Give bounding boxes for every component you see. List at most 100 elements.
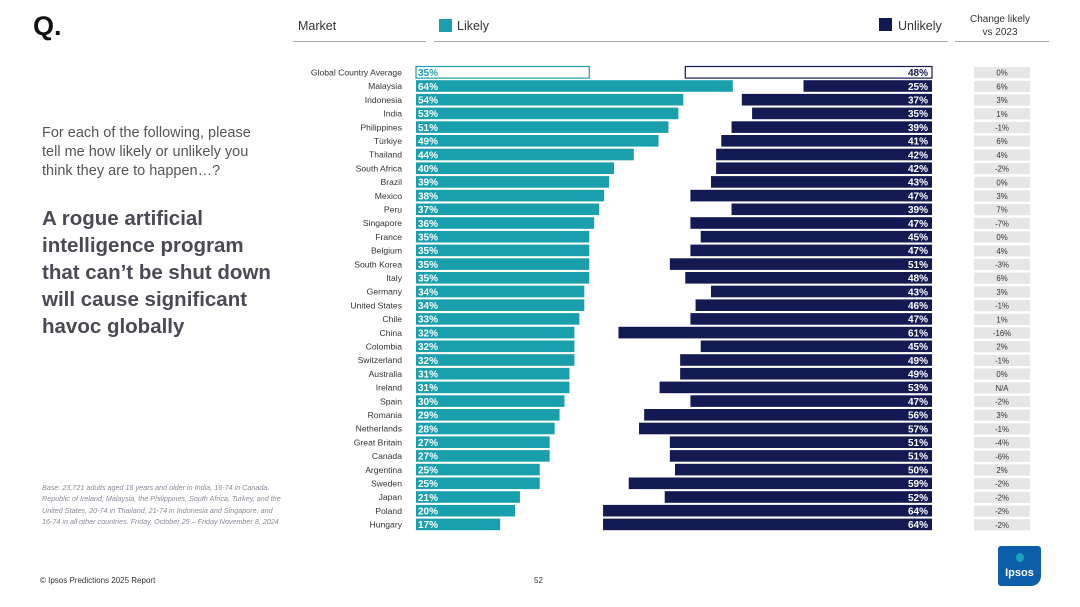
change-cell	[974, 108, 1030, 120]
likely-value-label: 64%	[418, 82, 438, 93]
market-label: Indonesia	[365, 95, 402, 105]
market-label: Colombia	[366, 342, 403, 352]
market-label: Chile	[382, 314, 402, 324]
change-cell	[974, 313, 1030, 325]
likely-value-label: 44%	[418, 150, 438, 161]
market-label: Sweden	[371, 479, 402, 489]
change-value-label: 4%	[996, 151, 1007, 160]
likely-value-label: 37%	[418, 205, 438, 216]
unlikely-bar	[731, 203, 932, 216]
likely-bar	[416, 230, 590, 243]
unlikely-bar	[690, 189, 932, 202]
unlikely-value-label: 46%	[908, 301, 928, 312]
change-cell	[974, 491, 1030, 503]
legend-header-line	[434, 41, 948, 42]
market-label: Argentina	[365, 465, 402, 475]
market-label: Ireland	[376, 383, 402, 393]
unlikely-bar	[659, 381, 932, 394]
change-cell	[974, 190, 1030, 202]
likely-bar	[416, 107, 679, 120]
likely-bar	[416, 135, 659, 147]
footer-copyright: © Ipsos Predictions 2025 Report	[40, 576, 156, 585]
change-cell	[974, 519, 1030, 531]
unlikely-value-label: 56%	[908, 411, 928, 422]
change-value-label: -2%	[995, 521, 1009, 530]
likely-value-label: 20%	[418, 507, 438, 518]
change-cell	[974, 382, 1030, 394]
market-label: Singapore	[363, 218, 402, 228]
likely-bar	[416, 176, 610, 188]
question-text: For each of the following, please tell m…	[42, 125, 251, 179]
unlikely-value-label: 59%	[908, 479, 928, 490]
unlikely-value-label: 42%	[908, 164, 928, 175]
likely-value-label: 34%	[418, 301, 438, 312]
change-value-label: -2%	[995, 398, 1009, 407]
unlikely-bar	[690, 313, 932, 325]
change-cell	[974, 395, 1030, 408]
change-value-label: -16%	[993, 329, 1011, 338]
market-label: United States	[350, 300, 402, 310]
unlikely-bar	[669, 436, 932, 448]
change-value-label: 0%	[996, 233, 1007, 242]
market-label: Japan	[379, 492, 403, 502]
likely-bar	[416, 299, 585, 311]
unlikely-bar	[803, 80, 932, 92]
unlikely-bar	[675, 463, 932, 476]
unlikely-value-label: 52%	[908, 493, 928, 504]
likely-value-label: 33%	[418, 315, 438, 326]
change-cell	[974, 217, 1030, 229]
base-note: Base: 23,721 adults aged 18 years and ol…	[42, 483, 281, 526]
market-label: Netherlands	[356, 424, 402, 434]
likely-bar	[415, 65, 590, 79]
market-label: Türkiye	[374, 136, 402, 146]
change-cell	[974, 286, 1030, 298]
likely-value-label: 27%	[418, 452, 438, 463]
unlikely-value-label: 51%	[908, 438, 928, 449]
unlikely-value-label: 48%	[908, 274, 928, 285]
change-value-label: 1%	[996, 315, 1007, 324]
likely-bar	[416, 367, 570, 380]
unlikely-value-label: 39%	[908, 123, 928, 134]
unlikely-value-label: 47%	[908, 246, 928, 257]
unlikely-bar	[721, 135, 932, 147]
market-label: South Africa	[356, 163, 403, 173]
page-number: 52	[534, 576, 543, 585]
likely-bar	[416, 258, 590, 270]
likely-value-label: 35%	[418, 246, 438, 257]
likely-bar	[416, 409, 560, 421]
unlikely-value-label: 39%	[908, 205, 928, 216]
change-value-label: -6%	[995, 452, 1009, 461]
change-value-label: 3%	[996, 96, 1007, 105]
market-label: Australia	[369, 369, 403, 379]
likely-value-label: 35%	[418, 233, 438, 244]
unlikely-value-label: 42%	[908, 150, 928, 161]
market-header-line	[293, 41, 426, 42]
market-label: Global Country Average	[311, 68, 402, 78]
likely-bar	[416, 491, 520, 503]
likely-value-label: 39%	[418, 178, 438, 189]
unlikely-value-label: 57%	[908, 424, 928, 435]
likely-bar	[416, 518, 501, 531]
likely-bar	[416, 217, 595, 229]
change-value-label: 6%	[996, 137, 1007, 146]
unlikely-value-label: 37%	[908, 96, 928, 107]
unlikely-value-label: 49%	[908, 370, 928, 381]
likely-value-label: 17%	[418, 520, 438, 531]
change-cell	[974, 258, 1030, 271]
likely-bar	[416, 436, 550, 448]
change-value-label: 2%	[996, 343, 1007, 352]
likely-bar	[416, 463, 540, 476]
change-value-label: -2%	[995, 165, 1009, 174]
unlikely-bar	[628, 477, 932, 490]
market-label: Romania	[368, 410, 403, 420]
market-label: Spain	[380, 396, 402, 406]
headline: A rogue artificial intelligence program …	[42, 207, 271, 338]
unlikely-bar	[752, 107, 932, 120]
unlikely-value-label: 43%	[908, 287, 928, 298]
change-value-label: 0%	[996, 178, 1007, 187]
unlikely-bar	[669, 450, 932, 462]
market-label: Italy	[386, 273, 402, 283]
change-cell	[974, 272, 1030, 284]
likely-bar	[416, 93, 684, 106]
